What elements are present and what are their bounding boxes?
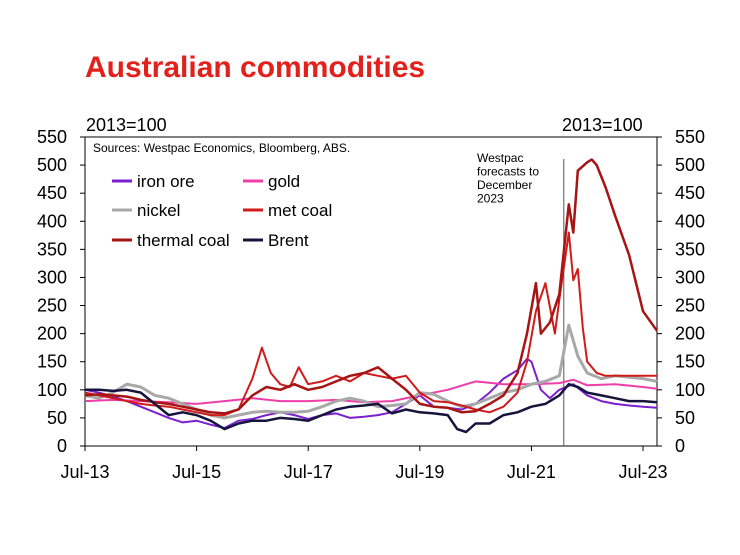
tick-labels: 0 0 50 50 100 100 150 150 200 200 250 250 300 300 350 3… [37,127,705,482]
y-tick-label-left: 150 [37,352,67,372]
annotation-line: December [477,178,532,192]
annotation-line: 2023 [477,192,504,206]
y-tick-label-right: 0 [675,436,685,456]
y-tick-label-right: 450 [675,183,705,203]
y-tick-label-left: 500 [37,155,67,175]
source-note: Sources: Westpac Economics, Bloomberg, A… [93,141,350,155]
y-tick-label-left: 50 [47,408,67,428]
axes [80,136,662,451]
legend: iron ore gold nickel met coal thermal coal Br… [112,172,332,250]
legend-label: gold [268,172,300,191]
y-tick-label-right: 50 [675,408,695,428]
x-tick-label: Jul-17 [284,462,333,482]
x-tick-label: Jul-15 [172,462,221,482]
y-tick-label-left: 200 [37,324,67,344]
y-tick-label-right: 300 [675,267,705,287]
legend-label: nickel [137,201,180,220]
y-tick-label-right: 400 [675,211,705,231]
right-axis-label: 2013=100 [562,115,643,135]
y-tick-label-right: 350 [675,239,705,259]
series-line-thermal-coal [84,158,659,415]
legend-label: thermal coal [137,231,230,250]
left-axis-label: 2013=100 [86,115,167,135]
y-tick-label-right: 200 [675,324,705,344]
legend-label: met coal [268,201,332,220]
y-tick-label-right: 150 [675,352,705,372]
series-line-iron-ore [84,357,658,429]
series-line-gold [84,378,658,405]
plot-frame [84,136,658,447]
x-tick-label: Jul-23 [619,462,668,482]
y-tick-label-left: 100 [37,380,67,400]
y-tick-label-left: 550 [37,127,67,147]
y-tick-label-right: 250 [675,296,705,316]
y-tick-label-left: 250 [37,296,67,316]
annotation-line: forecasts to [477,165,539,179]
y-tick-label-left: 450 [37,183,67,203]
series-line-Brent [85,382,658,434]
y-tick-label-left: 400 [37,211,67,231]
x-tick-label: Jul-19 [395,462,444,482]
series-lines [84,158,659,434]
y-tick-label-left: 300 [37,267,67,287]
annotation-line: Westpac [477,151,523,165]
x-tick-label: Jul-13 [60,462,109,482]
y-tick-label-right: 100 [675,380,705,400]
series-line-met-coal [84,231,657,417]
y-tick-label-left: 350 [37,239,67,259]
chart-title: Australian commodities [85,51,425,84]
y-tick-label-left: 0 [57,436,67,456]
legend-label: Brent [268,231,309,250]
y-tick-label-right: 550 [675,127,705,147]
legend-label: iron ore [137,172,195,191]
y-tick-label-right: 500 [675,155,705,175]
x-tick-label: Jul-21 [507,462,556,482]
